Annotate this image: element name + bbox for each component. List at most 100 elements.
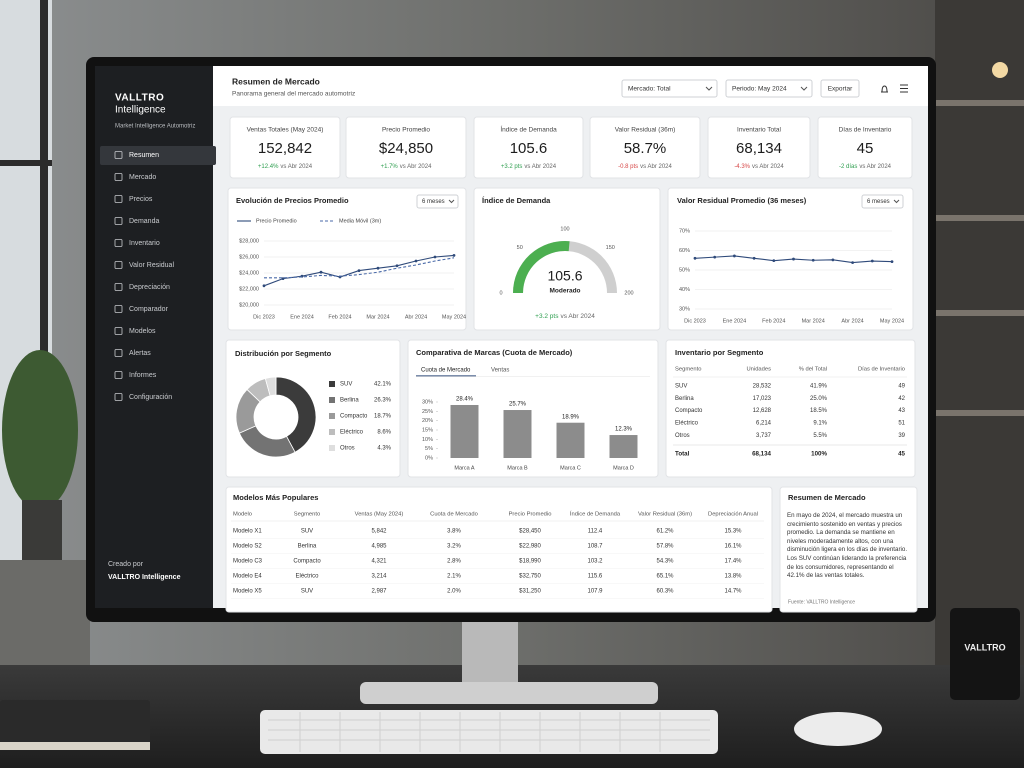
plant — [2, 350, 78, 510]
nav-item: Demanda — [129, 218, 159, 225]
card — [345, 116, 467, 179]
point — [319, 270, 323, 274]
y-tick-label: 50% — [679, 267, 690, 273]
kpi-ref: vs Abr 2024 — [524, 164, 556, 170]
chart-title: Distribución por Segmento — [235, 349, 332, 358]
menu-icon[interactable] — [900, 84, 908, 93]
filter-period-label[interactable]: Periodo: May 2024 — [732, 86, 787, 93]
card — [665, 339, 916, 478]
gauge-tick-label: 200 — [624, 290, 633, 296]
table-cell: 54.3% — [656, 559, 674, 565]
table-cell: Berlina — [675, 396, 694, 402]
chevron — [448, 199, 455, 204]
bell-icon[interactable] — [881, 85, 888, 93]
x-tick-label: Abr 2024 — [405, 314, 427, 320]
kpi-change: +12.4% vs Abr 2024 — [258, 164, 313, 170]
table-cell: $28,450 — [519, 529, 541, 535]
value-label: 18.9% — [562, 414, 580, 420]
gauge-value-label: 105.6 — [547, 268, 582, 284]
export-button[interactable] — [820, 79, 860, 98]
kpi-change: -2 días vs Abr 2024 — [839, 164, 892, 170]
table-cell: 13.8% — [724, 574, 742, 580]
table-cell: 42 — [898, 396, 905, 402]
x-tick-label: Dic 2023 — [684, 318, 706, 324]
kpi-change: +3.2 pts vs Abr 2024 — [501, 164, 557, 170]
y-tick-label: 10% — [422, 437, 433, 443]
filter-period[interactable] — [725, 79, 813, 98]
page-subtitle: Panorama general del mercado automotriz — [232, 91, 355, 98]
range-select[interactable] — [416, 194, 459, 209]
x-tick-label: Marca D — [613, 465, 634, 471]
nav-active — [100, 146, 216, 165]
point — [357, 269, 361, 272]
point — [792, 257, 795, 261]
nav-item: Inventario — [129, 240, 160, 247]
table-cell: 12,628 — [753, 408, 772, 414]
table-cell: $18,990 — [519, 559, 541, 565]
point — [433, 255, 437, 259]
x-tick-label: Marca A — [454, 465, 475, 471]
filter-market[interactable] — [621, 79, 718, 98]
point — [281, 277, 285, 280]
tab[interactable]: Ventas — [491, 368, 509, 374]
value-label: 28.4% — [456, 397, 474, 403]
brand: VALLTRO — [115, 93, 164, 104]
table-cell: 6,214 — [756, 420, 772, 426]
tab[interactable]: Cuota de Mercado — [421, 368, 471, 374]
table-cell: $22,980 — [519, 544, 541, 550]
table-cell: 18.5% — [810, 408, 828, 414]
table-cell: Modelo E4 — [233, 574, 262, 580]
nav-icon — [114, 305, 123, 313]
kpi-ref: vs Abr 2024 — [640, 164, 672, 170]
range-select[interactable] — [861, 194, 904, 209]
legend-swatch — [329, 413, 335, 419]
y-tick-label: $24,000 — [239, 270, 259, 276]
nav-item: Resumen — [129, 152, 159, 159]
kpi-ref: vs Abr 2024 — [752, 164, 784, 170]
range-label: 6 meses — [867, 199, 890, 205]
export-label[interactable]: Exportar — [828, 86, 853, 93]
kpi-label: Días de Inventario — [839, 127, 892, 134]
table-cell: 51 — [898, 420, 905, 426]
filter-market-label[interactable]: Mercado: Total — [628, 86, 671, 93]
card — [229, 116, 341, 179]
nav-item: Informes — [129, 372, 157, 379]
table-cell: Otros — [675, 433, 690, 439]
table-header: Depreciación Anual — [708, 512, 758, 518]
gauge-tick-label: 150 — [606, 245, 615, 251]
shelf — [935, 410, 1024, 416]
table-cell: Modelo X5 — [233, 589, 262, 595]
value-label: 42.1% — [374, 382, 392, 388]
kpi-delta: -4.3% — [734, 164, 750, 170]
x-tick-label: Marca B — [507, 465, 528, 471]
point — [395, 264, 399, 268]
kpi-delta: +3.2 pts — [501, 164, 523, 170]
x-tick-label: Ene 2024 — [290, 314, 314, 320]
nav-icon — [114, 283, 123, 291]
gauge-change: +3.2 pts vs Abr 2024 — [535, 313, 595, 320]
chart-title: Comparativa de Marcas (Cuota de Mercado) — [416, 348, 573, 357]
y-tick-label: $20,000 — [239, 302, 259, 308]
legend-swatch — [329, 381, 335, 387]
gauge-tick-label: 50 — [517, 245, 523, 251]
donut-slice — [275, 376, 317, 453]
chevron — [705, 86, 713, 91]
point — [262, 284, 266, 288]
table-header: Ventas (May 2024) — [355, 512, 404, 518]
y-tick-label: $26,000 — [239, 254, 259, 260]
x-tick-label: Dic 2023 — [253, 314, 275, 320]
kpi-value: 152,842 — [258, 140, 312, 157]
nav-item: Mercado — [129, 174, 156, 181]
y-tick-label: 20% — [422, 418, 433, 424]
chart-title: Índice de Demanda — [482, 196, 551, 205]
point — [870, 259, 874, 263]
table-cell: 60.3% — [656, 589, 674, 595]
y-tick-label: 0% — [425, 455, 433, 461]
shelf-unit — [935, 0, 1024, 668]
legend-swatch — [329, 429, 335, 435]
window-frame — [40, 0, 48, 560]
table-cell: SUV — [675, 384, 687, 390]
table-cell: Compacto — [675, 408, 703, 414]
y-tick-label: 25% — [422, 409, 433, 415]
